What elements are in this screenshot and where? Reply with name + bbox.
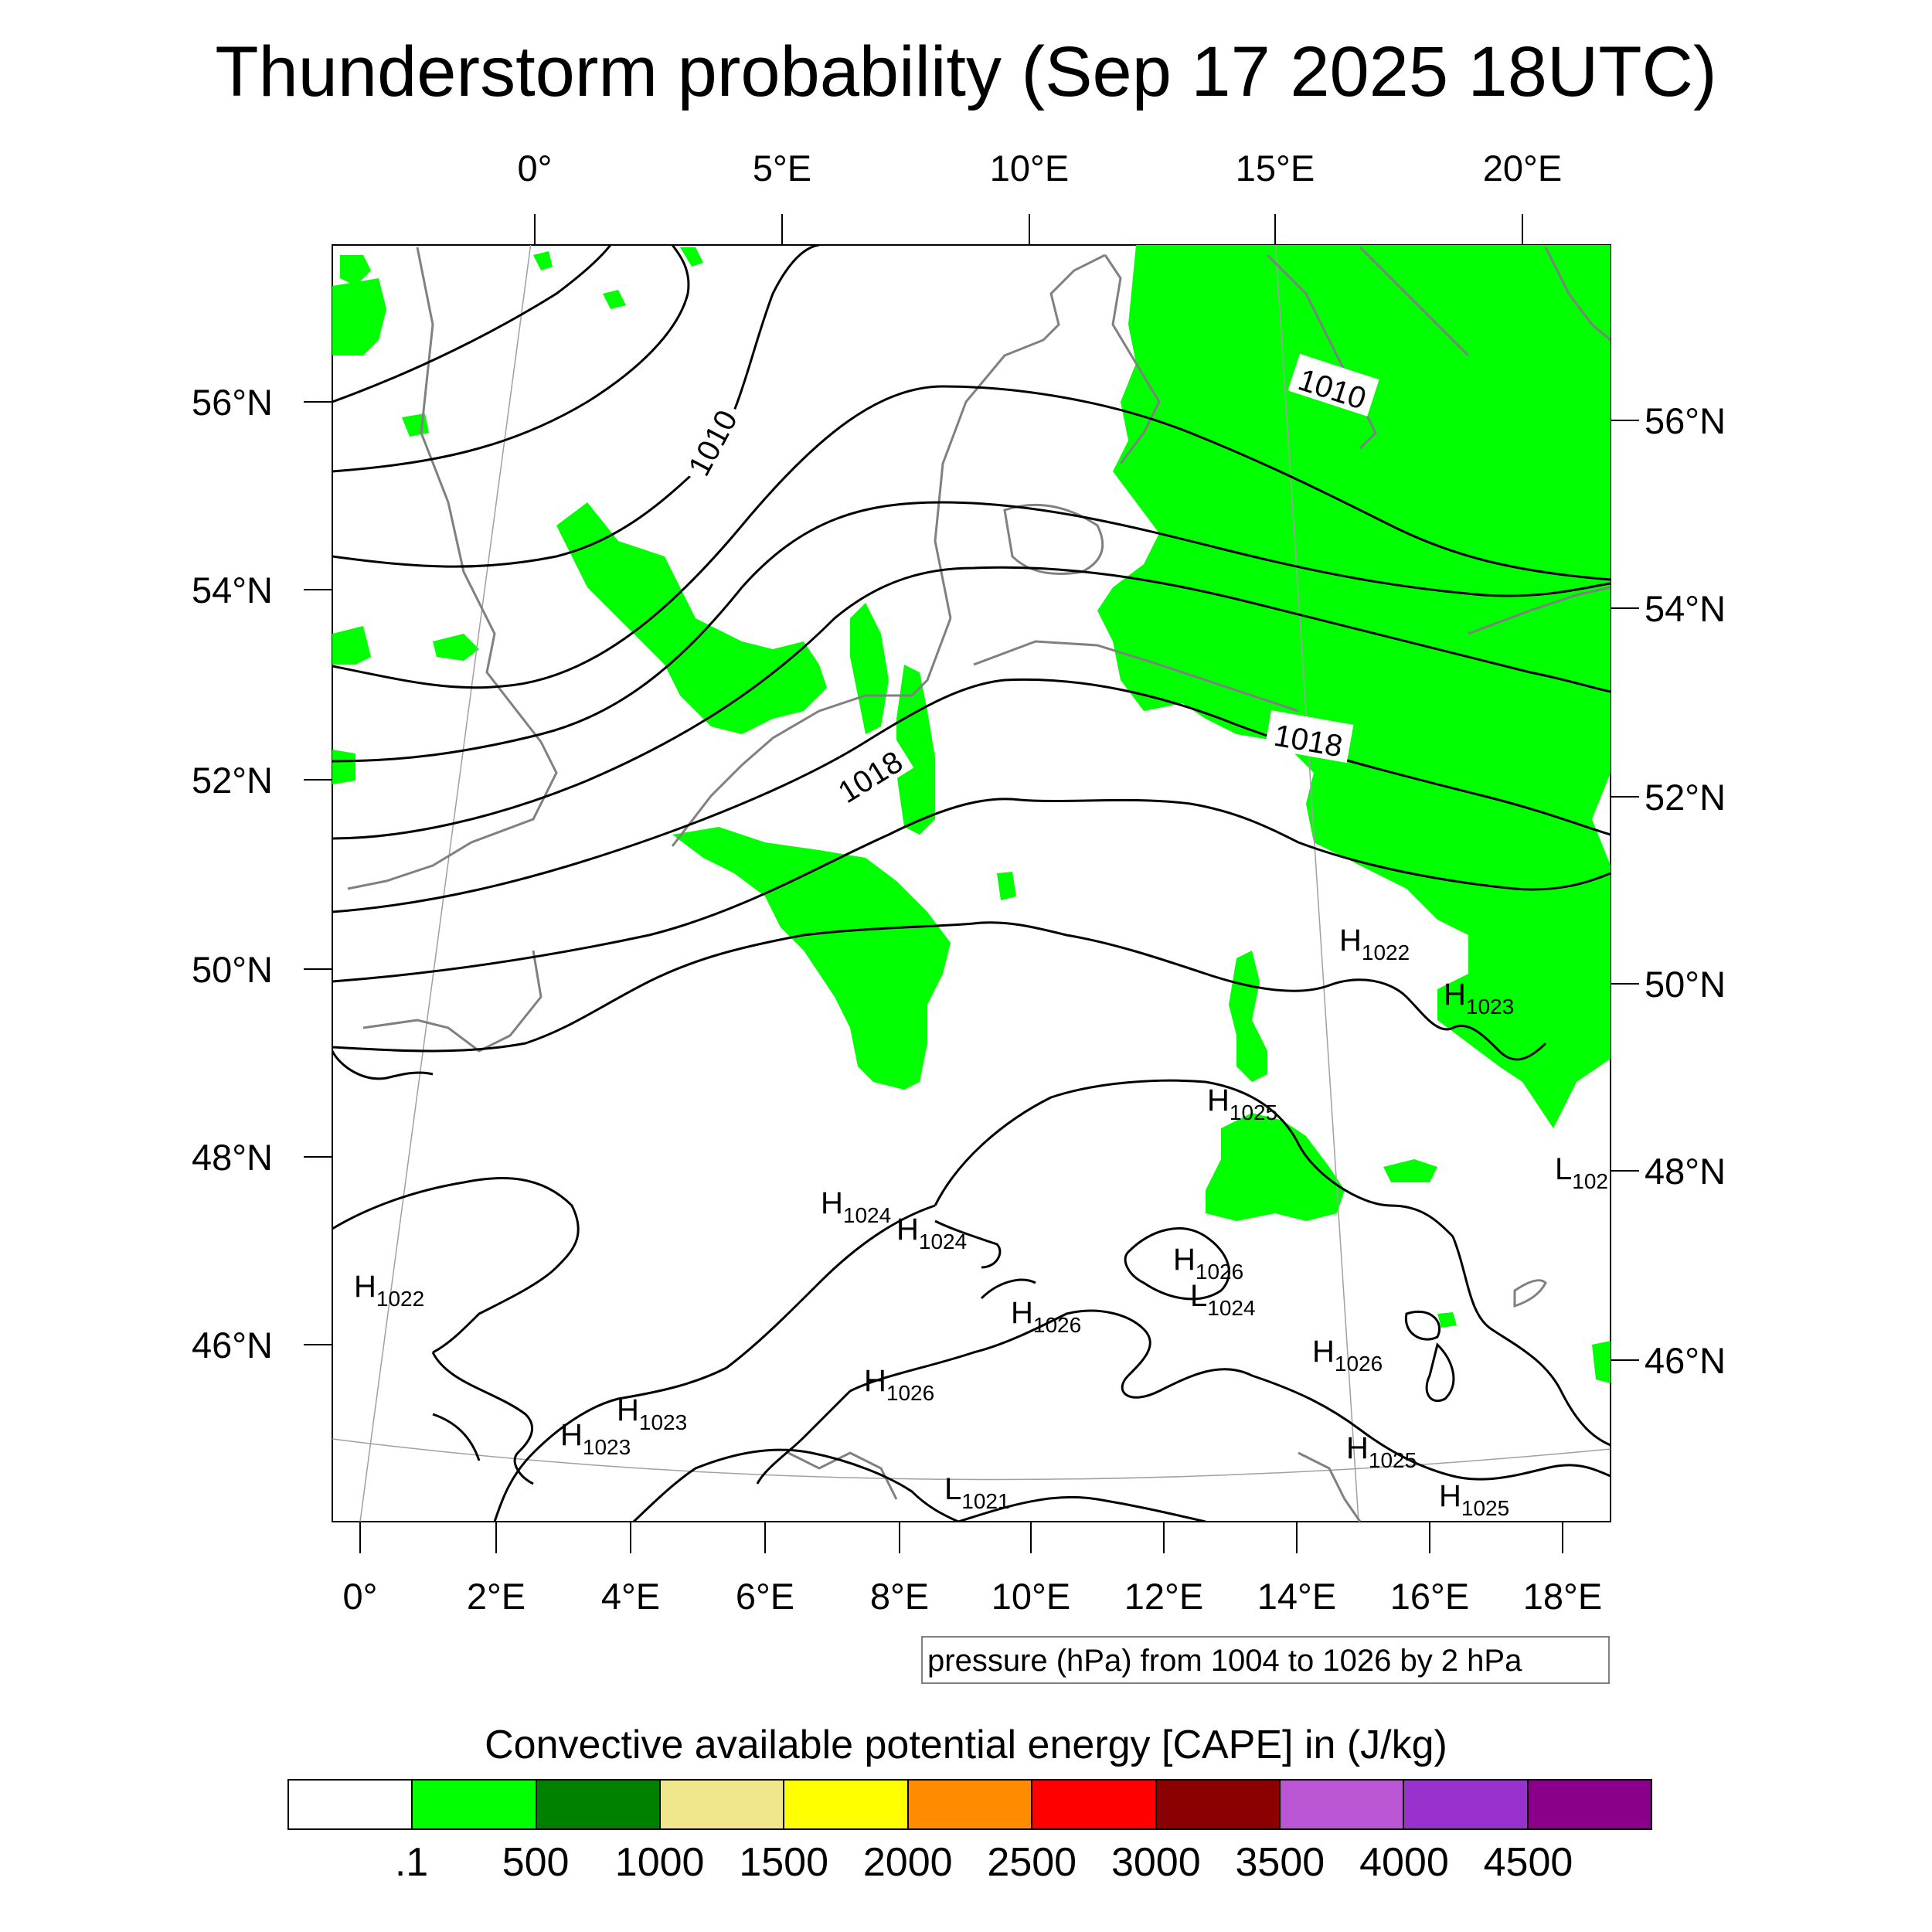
right-lat-label: 56°N: [1645, 400, 1726, 441]
colorbar-swatch: [413, 1781, 537, 1828]
bottom-lon-label: 6°E: [736, 1576, 794, 1617]
cape-area: [850, 603, 889, 734]
pressure-center-label: H1024: [821, 1186, 891, 1227]
bottom-lon-label: 4°E: [601, 1576, 660, 1617]
colorbar-tick-label: 500: [502, 1840, 570, 1885]
pressure-center-label: L1021: [944, 1472, 1010, 1513]
colorbar-swatch: [1156, 1781, 1281, 1828]
colorbar-swatch: [1280, 1781, 1405, 1828]
colorbar-tick-label: 1000: [614, 1840, 705, 1885]
top-lon-label: 10°E: [990, 148, 1069, 189]
pressure-center-label: L102: [1555, 1152, 1608, 1193]
left-lat-label: 46°N: [192, 1325, 273, 1366]
colorbar-swatch: [289, 1781, 413, 1828]
colorbar-swatch: [1528, 1781, 1651, 1828]
cape-area: [1437, 1312, 1457, 1328]
left-lat-label: 56°N: [192, 382, 273, 423]
cape-area: [997, 872, 1016, 900]
tick-marks: [304, 214, 1639, 1553]
cape-area: [603, 290, 626, 309]
top-lon-label: 15°E: [1236, 148, 1315, 189]
coastlines: [347, 246, 1611, 1522]
cape-area: [533, 251, 553, 270]
left-lat-label: 48°N: [192, 1137, 273, 1178]
pressure-center-label: H1022: [1339, 923, 1410, 964]
cape-field: [332, 245, 1611, 1383]
pressure-center-label: H1025: [1439, 1479, 1509, 1520]
colorbar-tick-label: 1500: [739, 1840, 829, 1885]
colorbar-swatch: [1032, 1781, 1157, 1828]
colorbar-tick-label: 2000: [862, 1840, 953, 1885]
colorbar-tick-label: 3500: [1235, 1840, 1325, 1885]
pressure-center-label: H1024: [896, 1213, 967, 1253]
top-lon-label: 20°E: [1483, 148, 1562, 189]
colorbar-swatch: [1404, 1781, 1529, 1828]
pressure-center-label: H1026: [1011, 1296, 1081, 1337]
colorbar-tick-label: 2500: [987, 1840, 1077, 1885]
right-lat-label: 54°N: [1645, 588, 1726, 629]
cape-area: [1206, 1113, 1345, 1221]
bottom-lon-label: 10°E: [992, 1576, 1070, 1617]
top-lon-label: 0°: [518, 148, 553, 189]
axis-labels: 0° 5°E 10°E 15°E 20°E 0° 2°E 4°E 6°E 8°E 10°E 12°E 1…: [192, 148, 1726, 1617]
pressure-center-label: H1023: [1444, 978, 1514, 1019]
right-lat-label: 50°N: [1645, 964, 1726, 1005]
cape-area: [433, 634, 479, 661]
top-lon-label: 5°E: [753, 148, 811, 189]
left-lat-label: 54°N: [192, 570, 273, 611]
cape-area: [680, 247, 703, 267]
pressure-center-label: H1023: [617, 1393, 687, 1434]
right-lat-label: 46°N: [1645, 1340, 1726, 1381]
pressure-center-label: H1026: [864, 1364, 934, 1405]
pressure-center-label: H1025: [1346, 1431, 1417, 1472]
isobars: [332, 245, 1611, 1522]
cape-area: [1097, 245, 1611, 1128]
pressure-center-label: H1022: [354, 1270, 424, 1311]
colorbar-swatch: [908, 1781, 1033, 1828]
bottom-lon-label: 12°E: [1124, 1576, 1203, 1617]
bottom-lon-label: 2°E: [467, 1576, 526, 1617]
left-lat-label: 52°N: [192, 760, 273, 801]
left-lat-label: 50°N: [192, 949, 273, 990]
colorbar-tick-label: 4000: [1359, 1840, 1449, 1885]
cape-area: [1383, 1159, 1437, 1182]
bottom-lon-label: 18°E: [1523, 1576, 1602, 1617]
colorbar-title: Convective available potential energy [C…: [485, 1723, 1447, 1767]
colorbar: [287, 1779, 1652, 1830]
bottom-lon-label: 0°: [343, 1576, 378, 1617]
right-lat-label: 52°N: [1645, 777, 1726, 818]
colorbar-swatch: [661, 1781, 785, 1828]
bottom-lon-label: 16°E: [1390, 1576, 1469, 1617]
map-content: [332, 245, 1611, 1522]
cape-area: [332, 278, 386, 355]
contour-info: pressure (hPa) from 1004 to 1026 by 2 hP…: [927, 1644, 1522, 1678]
pressure-center-label: H1026: [1312, 1335, 1383, 1376]
colorbar-swatch: [784, 1781, 909, 1828]
bottom-lon-label: 8°E: [870, 1576, 929, 1617]
cape-area: [672, 827, 951, 1090]
cape-area: [332, 626, 371, 665]
cape-area: [1592, 1341, 1611, 1383]
pressure-center-label: H1025: [1207, 1083, 1277, 1124]
colorbar-tick-label: 3000: [1111, 1840, 1201, 1885]
cape-area: [556, 502, 827, 734]
pressure-center-label: L1024: [1190, 1279, 1256, 1320]
contour-info-box: [921, 1636, 1610, 1684]
colorbar-swatch: [536, 1781, 662, 1828]
cape-area: [340, 255, 371, 286]
pressure-center-label: H1026: [1173, 1243, 1243, 1284]
pressure-center-label: H1023: [560, 1418, 631, 1459]
graticule: [332, 245, 1611, 1522]
map-title: Thunderstorm probability (Sep 17 2025 18…: [215, 32, 1717, 111]
colorbar-tick-label: 4500: [1483, 1840, 1573, 1885]
cape-area: [332, 750, 355, 784]
bottom-lon-label: 14°E: [1257, 1576, 1336, 1617]
right-lat-label: 48°N: [1645, 1151, 1726, 1192]
colorbar-tick-label: .1: [394, 1840, 429, 1885]
